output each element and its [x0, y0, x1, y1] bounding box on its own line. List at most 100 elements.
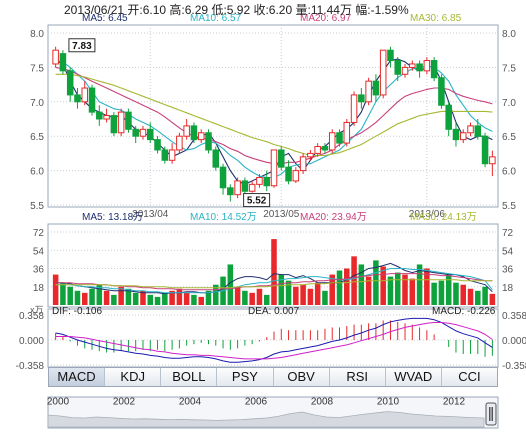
volume-bar: [365, 276, 372, 305]
y-tick-label: 72: [33, 228, 45, 239]
volume-bar: [271, 239, 277, 305]
candle-body: [350, 94, 358, 123]
y-tick-label-right: 8.0: [502, 29, 516, 40]
quote-info: 2013/06/21 开:6.10 高:6.29 低:5.92 收:6.20 量…: [64, 2, 409, 17]
y-tick-label-right: -0.358: [502, 361, 526, 372]
vol-ma-line-ma30: [55, 279, 493, 289]
candle-body: [103, 115, 110, 120]
volume-bar: [263, 294, 270, 305]
volume-bar: [336, 270, 343, 305]
volume-bar: [424, 268, 430, 305]
x-tick-label: 2013/06: [409, 209, 446, 220]
vol-legend: MA5: 13.18万: [82, 212, 143, 223]
candle-body: [81, 87, 89, 103]
navigator-year: 2008: [311, 396, 334, 407]
navigator-year: 2010: [377, 396, 400, 407]
dea-line: [55, 322, 493, 360]
y-tick-label-right: 36: [502, 265, 514, 276]
candle-body: [481, 135, 489, 165]
candle-body: [416, 63, 423, 72]
tab-kdj[interactable]: KDJ: [105, 368, 162, 386]
candle-body: [132, 128, 139, 137]
ma-legend: MA10: 6.57: [190, 13, 242, 24]
navigator-year: 2006: [245, 396, 268, 407]
volume-bar: [125, 288, 132, 305]
y-tick-label-right: 6.5: [502, 132, 516, 143]
candle-body: [372, 80, 380, 96]
candle-body: [74, 94, 81, 103]
candle-body: [314, 146, 321, 154]
volume-bar: [322, 290, 328, 305]
volume-bar: [453, 282, 459, 305]
volume-bar: [482, 286, 488, 305]
volume-bar: [409, 278, 416, 305]
candle-body: [263, 176, 270, 187]
volume-bar: [380, 266, 386, 305]
candle-body: [409, 63, 416, 68]
macd-panel: 0.358 0.358 0.000 0.000 -0.358 -0.358 DIF: -0.…: [16, 306, 526, 372]
tab-wvad[interactable]: WVAD: [385, 368, 442, 386]
vol-ma-line-ma20: [55, 273, 493, 291]
candle-body: [227, 187, 234, 196]
volume-bar: [329, 274, 335, 305]
candle-body: [474, 125, 482, 137]
volume-bar: [344, 268, 350, 305]
volume-bar: [111, 294, 117, 305]
range-navigator[interactable]: 2000 2002 2004 2006 2008 2010 2012: [47, 396, 499, 429]
tab-rsi[interactable]: RSI: [329, 368, 386, 386]
volume-bar: [118, 286, 124, 305]
y-tick-label: 6.5: [30, 132, 44, 143]
price-callout-box: [243, 193, 271, 208]
tab-psy[interactable]: PSY: [217, 368, 274, 386]
volume-bar: [140, 290, 146, 305]
candle-body: [321, 146, 329, 151]
y-tick-label: 8.0: [30, 29, 44, 40]
navigator-year: 2000: [47, 396, 70, 407]
volume-bar: [445, 274, 452, 305]
price-callout: 5.52: [247, 196, 267, 207]
candle-body: [336, 132, 343, 144]
ma-line-ma30: [55, 73, 493, 157]
volume-bar: [154, 296, 161, 305]
candle-body: [110, 115, 118, 134]
volume-bar: [227, 264, 234, 305]
tab-boll[interactable]: BOLL: [161, 368, 218, 386]
tab-macd[interactable]: MACD: [49, 368, 106, 386]
candle-body: [489, 156, 496, 165]
candle-body: [176, 135, 183, 151]
price-panel: 8.0 8.0 7.5 7.5 7.0 7.0 6.5 6.5 6.0 6.0 5.5 5.5 2013…: [30, 13, 516, 220]
candle-body: [205, 132, 212, 151]
volume-bar: [402, 274, 408, 305]
volume-bar: [278, 274, 285, 305]
volume-bar: [489, 293, 496, 305]
y-tick-label-right: 54: [502, 246, 514, 257]
candle-body: [183, 125, 190, 137]
candle-body: [190, 125, 198, 141]
volume-bar: [387, 276, 394, 305]
volume-bar: [60, 282, 66, 305]
y-tick-label-right: 7.5: [502, 63, 516, 74]
volume-bar: [96, 284, 103, 305]
navigator-year: 2004: [179, 396, 202, 407]
dea-legend: DEA: 0.007: [248, 306, 300, 317]
candle-body: [379, 49, 387, 96]
candle-body: [285, 166, 292, 182]
candle-body: [66, 70, 74, 96]
volume-bar: [213, 284, 219, 305]
candle-body: [52, 49, 59, 65]
volume-bar: [198, 296, 204, 305]
macd-legend: MACD: -0.226: [432, 306, 496, 317]
vol-ma-line-ma10: [55, 268, 493, 294]
x-tick-label: 2013/04: [132, 209, 169, 220]
volume-bar: [132, 292, 139, 305]
volume-bar: [205, 290, 212, 305]
y-tick-label-right: 6.0: [502, 167, 516, 178]
x-tick-label: 2013/05: [263, 209, 300, 220]
ma-legend: MA5: 6.45: [82, 13, 128, 24]
tab-obv[interactable]: OBV: [273, 368, 330, 386]
navigator-year: 2002: [113, 396, 136, 407]
y-tick-label: 7.0: [30, 98, 44, 109]
tab-cci[interactable]: CCI: [441, 368, 497, 386]
volume-bar: [351, 256, 357, 305]
y-tick-label-right: 5.5: [502, 201, 516, 212]
